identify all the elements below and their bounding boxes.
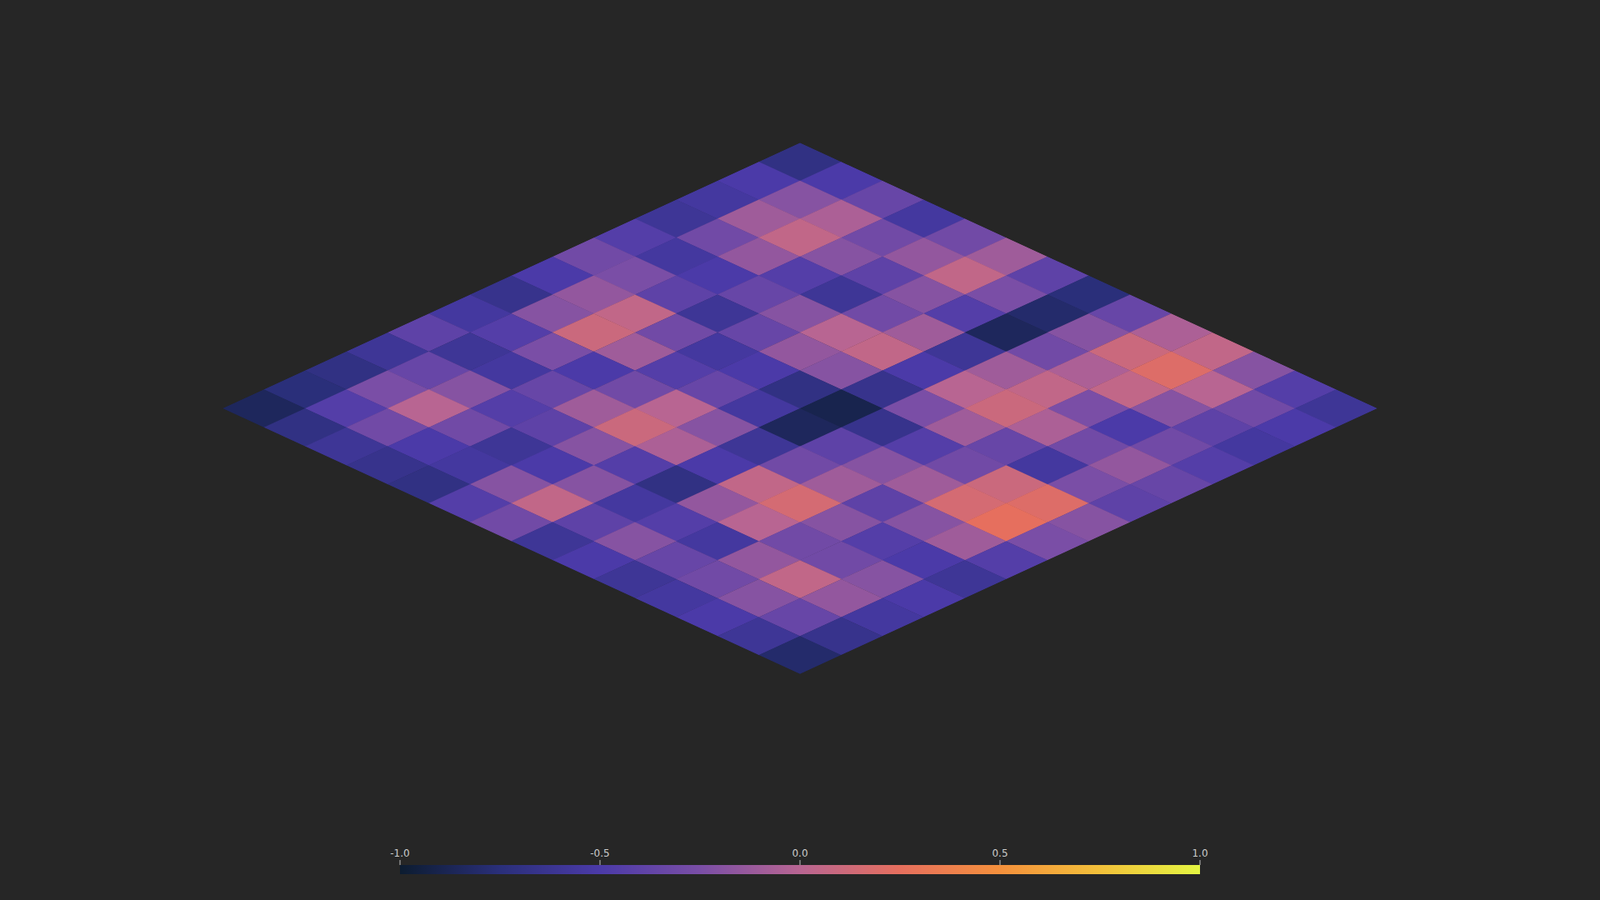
svg-text:-1.0: -1.0: [390, 847, 410, 860]
svg-text:1.0: 1.0: [1191, 847, 1208, 860]
svg-text:-0.5: -0.5: [590, 847, 610, 860]
svg-text:0.5: 0.5: [991, 847, 1008, 860]
svg-text:0.0: 0.0: [791, 847, 808, 860]
